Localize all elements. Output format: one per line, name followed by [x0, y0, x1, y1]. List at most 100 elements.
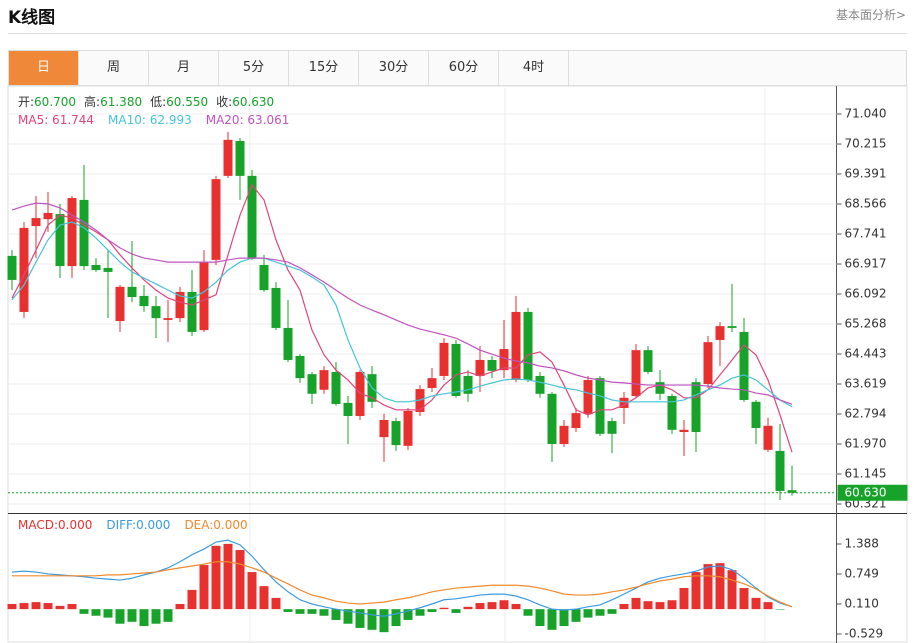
candle-body [31, 218, 41, 227]
candle-body [307, 374, 317, 394]
macd-bar [691, 572, 701, 610]
ohlc-label: 收: [216, 95, 232, 109]
candle-body [475, 359, 485, 376]
macd-bar [163, 609, 173, 622]
tab[interactable]: 5分 [219, 51, 289, 85]
candle-body [451, 343, 461, 396]
candle-body [43, 212, 53, 220]
macd-bar [739, 588, 749, 610]
y-tick-label: 69.391 [845, 167, 887, 181]
macd-bar [7, 603, 17, 610]
candle-body [403, 410, 413, 446]
tab[interactable]: 月 [149, 51, 219, 85]
candle-body [775, 450, 785, 491]
macd-bar [223, 543, 233, 610]
candle-body [103, 267, 113, 272]
candle-body [331, 371, 341, 404]
macd-bar [559, 609, 569, 627]
candle-body [727, 326, 737, 328]
macd-bar [523, 609, 533, 616]
candle-body [127, 286, 137, 298]
candle-body [343, 402, 353, 416]
candle-body [271, 287, 281, 328]
macd-bar [403, 609, 413, 620]
macd-bar [91, 609, 101, 616]
candle-body [379, 419, 389, 438]
candle-body [235, 140, 245, 176]
y-tick-label: 61.145 [845, 467, 887, 481]
macd-bar [115, 609, 125, 624]
last-price-tag [837, 484, 908, 501]
macd-bar [235, 550, 245, 610]
y-tick-label: 1.388 [845, 537, 879, 551]
macd-bar [127, 609, 137, 622]
candle-body [571, 413, 581, 428]
macd-bar [19, 603, 29, 610]
macd-bar [499, 600, 509, 610]
macd-bar [247, 572, 257, 610]
fundamental-link[interactable]: 基本面分析> [835, 8, 906, 22]
candle-body [223, 139, 233, 176]
y-tick-label: 61.970 [845, 437, 887, 451]
chart-frame [7, 85, 908, 643]
series-line [11, 221, 793, 408]
candle-body [703, 342, 713, 384]
macd-bar [31, 602, 41, 610]
candle-body [259, 265, 269, 291]
macd-bar [319, 609, 329, 616]
macd-bar [307, 609, 317, 614]
macd-bar [535, 609, 545, 627]
series-line [11, 183, 793, 453]
macd-bar [763, 602, 773, 610]
y-tick-label: 65.268 [845, 317, 887, 331]
y-tick-label: 0.749 [845, 567, 879, 581]
tab[interactable]: 周 [79, 51, 149, 85]
macd-bar [451, 609, 461, 613]
macd-bar [139, 609, 149, 627]
candle-body [679, 429, 689, 432]
macd-bar [595, 609, 605, 616]
ohlc-value: 60.550 [166, 95, 208, 109]
candle-body [499, 349, 509, 371]
y-tick-label: 0.110 [845, 596, 879, 610]
macd-bar [415, 609, 425, 616]
macd-bar [463, 606, 473, 610]
tab[interactable]: 4时 [499, 51, 569, 85]
ohlc-label: 高: [84, 94, 100, 109]
candle-body [91, 265, 101, 271]
y-tick-label: 70.215 [845, 137, 887, 151]
candle-body [595, 378, 605, 434]
period-tabs: 日周月 5分 15分 30分 60分 4时 [8, 50, 907, 86]
title: K线图 [8, 8, 56, 28]
macd-bar [343, 609, 353, 624]
macd-bar [283, 609, 293, 612]
y-tick-label: 71.040 [845, 107, 887, 121]
y-tick-label: 66.092 [845, 287, 887, 301]
tab[interactable]: 60分 [429, 51, 499, 85]
macd-bar [571, 609, 581, 622]
candle-body [487, 359, 497, 371]
candle-body [547, 393, 557, 445]
tab[interactable]: 日 [9, 51, 79, 85]
legend-entry: MA10: 62.993 [108, 113, 192, 127]
y-tick-label: 62.794 [845, 407, 887, 421]
candle-body [115, 286, 125, 322]
macd-bar [751, 597, 761, 610]
macd-bar [487, 602, 497, 610]
tab[interactable]: 30分 [359, 51, 429, 85]
candle-body [439, 342, 449, 376]
candle-body [607, 421, 617, 434]
candle-body [739, 331, 749, 400]
macd-bar [391, 609, 401, 627]
macd-bar [199, 565, 209, 610]
candle-body [715, 326, 725, 340]
macd-bar [55, 605, 65, 610]
candle-body [151, 306, 161, 319]
macd-bar [379, 609, 389, 633]
legend-entry: MA5: 61.744 [18, 113, 94, 127]
tab[interactable]: 15分 [289, 51, 359, 85]
legend-entry: DIFF:0.000 [106, 518, 170, 532]
candle-body [511, 311, 521, 380]
ohlc-value: 60.700 [34, 95, 76, 109]
macd-bar [355, 609, 365, 628]
